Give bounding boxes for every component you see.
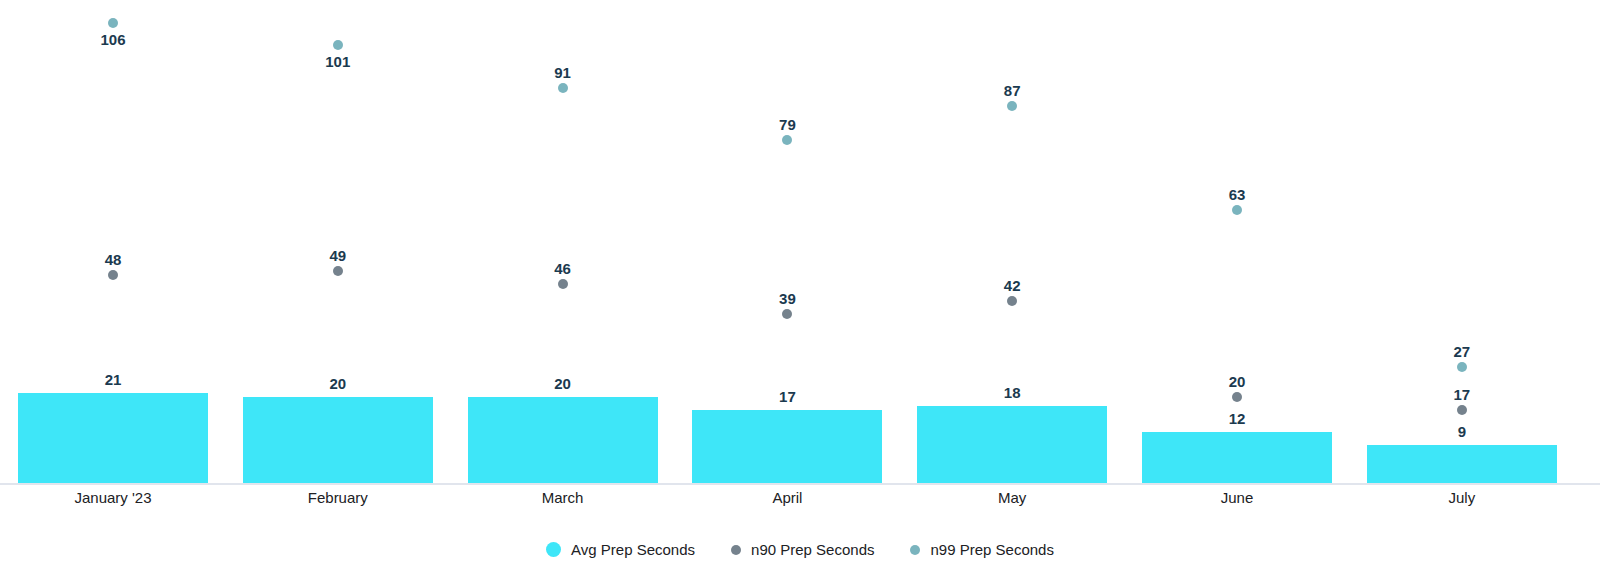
n99-value-label: 63 xyxy=(1197,186,1277,204)
n99-dot[interactable] xyxy=(782,135,792,145)
n99-dot[interactable] xyxy=(1007,101,1017,111)
avg-bar[interactable] xyxy=(1367,445,1557,484)
avg-value-label: 12 xyxy=(1197,410,1277,428)
x-axis-label: February xyxy=(228,488,448,508)
n99-dot[interactable] xyxy=(1232,205,1242,215)
avg-value-label: 20 xyxy=(298,375,378,393)
avg-bar[interactable] xyxy=(1142,432,1332,484)
avg-value-label: 20 xyxy=(523,375,603,393)
n90-value-label: 46 xyxy=(523,260,603,278)
n90-dot[interactable] xyxy=(1232,392,1242,402)
n90-dot[interactable] xyxy=(782,309,792,319)
x-axis-line xyxy=(0,483,1600,485)
n99-value-label: 27 xyxy=(1422,343,1502,361)
x-axis-label: June xyxy=(1127,488,1347,508)
n90-dot[interactable] xyxy=(108,270,118,280)
x-axis-label: July xyxy=(1352,488,1572,508)
avg-value-label: 9 xyxy=(1422,423,1502,441)
n99-series-swatch-icon xyxy=(910,545,920,555)
n99-value-label: 101 xyxy=(298,53,378,71)
avg-bar[interactable] xyxy=(468,397,658,484)
n99-value-label: 91 xyxy=(523,64,603,82)
x-axis-labels: January '23FebruaryMarchAprilMayJuneJuly xyxy=(0,488,1600,510)
x-axis-label: March xyxy=(453,488,673,508)
prep-seconds-combo-chart: 21 48 106 20 49 101 20 46 91 17 39 79 18 42 87 12 20 63 9 1… xyxy=(0,0,1600,581)
x-axis-label: May xyxy=(902,488,1122,508)
legend-item-n99-prep-seconds[interactable]: n99 Prep Seconds xyxy=(910,541,1053,558)
avg-bar[interactable] xyxy=(18,393,208,484)
avg-value-label: 18 xyxy=(972,384,1052,402)
legend-label: Avg Prep Seconds xyxy=(571,541,695,558)
n90-value-label: 42 xyxy=(972,277,1052,295)
x-axis-label: January '23 xyxy=(3,488,223,508)
n90-dot[interactable] xyxy=(558,279,568,289)
n90-dot[interactable] xyxy=(1007,296,1017,306)
n90-value-label: 17 xyxy=(1422,386,1502,404)
n99-value-label: 87 xyxy=(972,82,1052,100)
n90-value-label: 20 xyxy=(1197,373,1277,391)
avg-bar[interactable] xyxy=(917,406,1107,484)
legend-item-n90-prep-seconds[interactable]: n90 Prep Seconds xyxy=(731,541,874,558)
legend-item-avg-prep-seconds[interactable]: Avg Prep Seconds xyxy=(546,541,695,558)
x-axis-label: April xyxy=(677,488,897,508)
n99-dot[interactable] xyxy=(1457,362,1467,372)
n90-value-label: 39 xyxy=(747,290,827,308)
avg-series-swatch-icon xyxy=(546,542,561,557)
legend-label: n90 Prep Seconds xyxy=(751,541,874,558)
n99-dot[interactable] xyxy=(108,18,118,28)
n99-dot[interactable] xyxy=(558,83,568,93)
n90-value-label: 49 xyxy=(298,247,378,265)
avg-value-label: 17 xyxy=(747,388,827,406)
n90-dot[interactable] xyxy=(333,266,343,276)
n90-series-swatch-icon xyxy=(731,545,741,555)
n90-value-label: 48 xyxy=(73,251,153,269)
avg-value-label: 21 xyxy=(73,371,153,389)
n90-dot[interactable] xyxy=(1457,405,1467,415)
n99-value-label: 79 xyxy=(747,116,827,134)
legend-label: n99 Prep Seconds xyxy=(930,541,1053,558)
n99-value-label: 106 xyxy=(73,31,153,49)
legend: Avg Prep Seconds n90 Prep Seconds n99 Pr… xyxy=(0,541,1600,558)
avg-bar[interactable] xyxy=(692,410,882,484)
n99-dot[interactable] xyxy=(333,40,343,50)
avg-bar[interactable] xyxy=(243,397,433,484)
